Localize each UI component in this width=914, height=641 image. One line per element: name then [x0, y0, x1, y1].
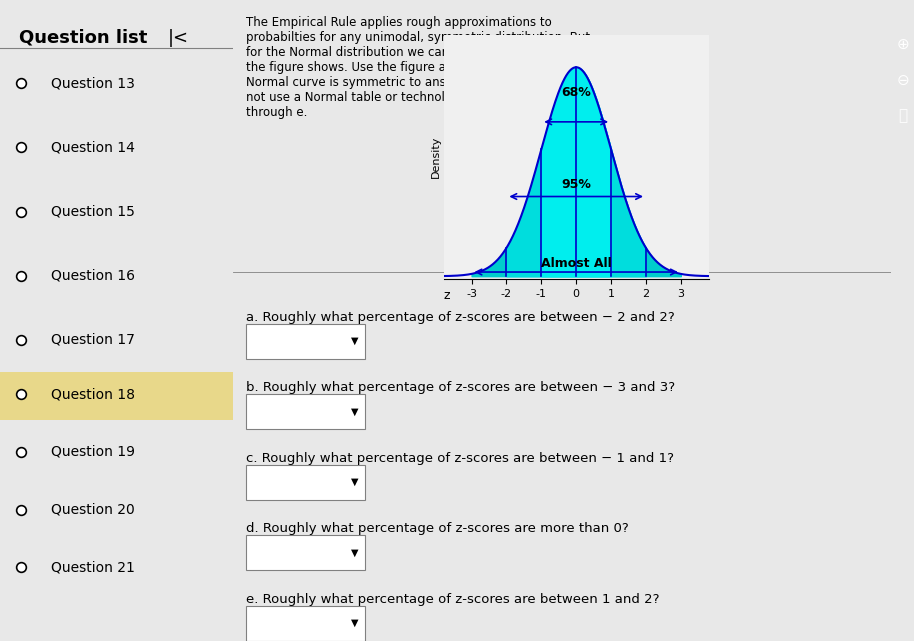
Text: ▼: ▼ [351, 618, 358, 628]
Text: ⧉: ⧉ [898, 108, 907, 123]
Text: Question 18: Question 18 [51, 387, 135, 401]
Text: ▼: ▼ [351, 406, 358, 417]
Text: 68%: 68% [561, 86, 591, 99]
Text: a. Roughly what percentage of z-scores are between − 2 and 2?: a. Roughly what percentage of z-scores a… [246, 311, 675, 324]
Text: Question 14: Question 14 [51, 140, 135, 154]
FancyBboxPatch shape [0, 372, 233, 420]
Text: ⊕: ⊕ [897, 37, 909, 53]
Y-axis label: Density: Density [430, 136, 441, 178]
FancyBboxPatch shape [246, 535, 365, 570]
Text: Question 17: Question 17 [51, 333, 135, 347]
FancyBboxPatch shape [246, 394, 365, 429]
Text: ▼: ▼ [351, 477, 358, 487]
Text: Question 15: Question 15 [51, 204, 135, 219]
FancyBboxPatch shape [246, 606, 365, 641]
Text: ▼: ▼ [351, 336, 358, 346]
Text: Question 16: Question 16 [51, 269, 135, 283]
Text: Question 21: Question 21 [51, 560, 135, 574]
Text: |<: |< [168, 29, 189, 47]
Text: d. Roughly what percentage of z-scores are more than 0?: d. Roughly what percentage of z-scores a… [246, 522, 629, 535]
Text: ⊖: ⊖ [897, 72, 909, 88]
Text: ▼: ▼ [351, 547, 358, 558]
Text: z: z [443, 289, 451, 303]
FancyBboxPatch shape [246, 324, 365, 359]
Text: Question 19: Question 19 [51, 445, 135, 459]
Text: Question 13: Question 13 [51, 76, 135, 90]
Text: Question 20: Question 20 [51, 503, 135, 517]
Text: b. Roughly what percentage of z-scores are between − 3 and 3?: b. Roughly what percentage of z-scores a… [246, 381, 675, 394]
Text: e. Roughly what percentage of z-scores are between 1 and 2?: e. Roughly what percentage of z-scores a… [246, 593, 660, 606]
Text: Question list: Question list [18, 29, 147, 47]
Text: ···: ··· [556, 253, 569, 266]
Text: Almost All: Almost All [541, 258, 611, 271]
Text: 95%: 95% [561, 178, 591, 190]
Text: c. Roughly what percentage of z-scores are between − 1 and 1?: c. Roughly what percentage of z-scores a… [246, 452, 675, 465]
Text: The Empirical Rule applies rough approximations to
probabilties for any unimodal: The Empirical Rule applies rough approxi… [246, 16, 590, 119]
FancyBboxPatch shape [246, 465, 365, 500]
